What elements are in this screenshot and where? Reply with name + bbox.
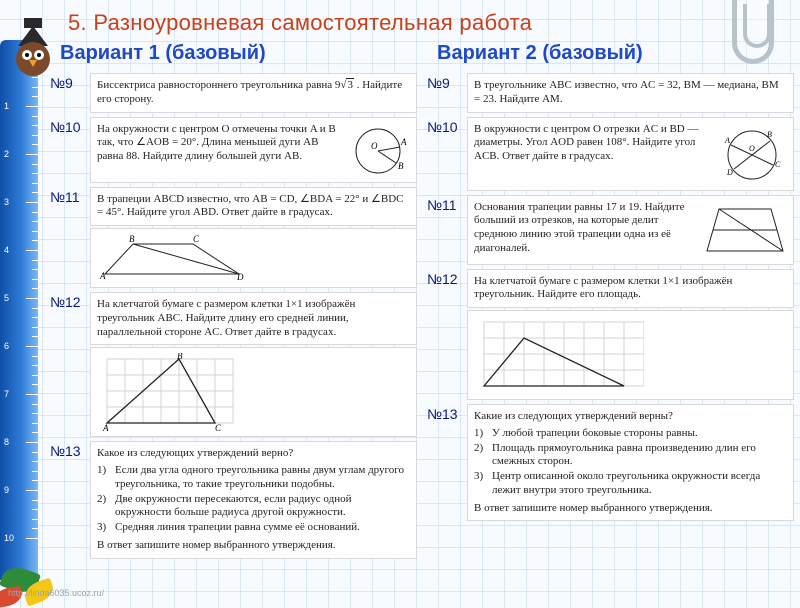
v2-task-11: №11 Основания трапеции равны 17 и 19. На… [427, 195, 794, 265]
v1-trapezoid-fig: A B C D [50, 228, 417, 288]
svg-text:A: A [102, 423, 109, 431]
circle-diameters-diagram: B C A D O [717, 123, 787, 185]
task-text: В треугольнике ABC известно, что AC = 32… [474, 79, 787, 107]
variant-2-title: Вариант 2 (базовый) [427, 42, 794, 69]
v1-task-9: №9 Биссектриса равностороннего треугольн… [50, 73, 417, 113]
task-text: В трапеции ABCD известно, что AB = CD, ∠… [97, 193, 410, 221]
task-question: Какое из следующих утверждений верно? [97, 447, 410, 461]
task-tag: №9 [427, 73, 461, 91]
variant-2-column: Вариант 2 (базовый) №9 В треугольнике AB… [427, 42, 794, 563]
answer-instruction: В ответ запишите номер выбранного утверж… [97, 539, 410, 553]
svg-text:D: D [236, 272, 244, 282]
task-tag: №12 [427, 269, 461, 287]
svg-text:A: A [99, 271, 106, 281]
task-text: Основания трапеции равны 17 и 19. Найдит… [474, 201, 695, 256]
task-question: Какие из следующих утверждений верны? [474, 410, 787, 424]
v1-task-11: №11 В трапеции ABCD известно, что AB = C… [50, 187, 417, 227]
grid-triangle-diagram [474, 316, 644, 394]
svg-text:B: B [398, 161, 404, 171]
svg-text:C: C [193, 234, 200, 244]
page-title: 5. Разноуровневая самостоятельная работа [44, 4, 794, 42]
task-options: 1)У любой трапеции боковые стороны равны… [474, 427, 787, 498]
svg-text:O: O [749, 144, 755, 153]
circle-diagram: O A B [348, 123, 410, 177]
v2-grid-fig [427, 310, 794, 400]
svg-text:B: B [177, 353, 183, 361]
task-text: На клетчатой бумаге с размером клетки 1×… [474, 275, 787, 303]
trapezoid-midline-diagram [701, 201, 787, 259]
answer-instruction: В ответ запишите номер выбранного утверж… [474, 502, 787, 516]
task-options: 1)Если два угла одного треугольника равн… [97, 464, 410, 535]
task-tag: №12 [50, 292, 84, 310]
svg-text:C: C [215, 423, 222, 431]
v1-task-12: №12 На клетчатой бумаге с размером клетк… [50, 292, 417, 345]
source-url: http://linda6035.ucoz.ru/ [8, 588, 104, 598]
svg-text:O: O [371, 141, 378, 151]
variant-1-title: Вариант 1 (базовый) [50, 42, 417, 69]
svg-text:C: C [775, 160, 781, 169]
task-text: Биссектриса равностороннего треугольника… [97, 79, 410, 107]
v2-task-10: №10 В окружности с центром O отрезки AC … [427, 117, 794, 191]
v2-task-9: №9 В треугольнике ABC известно, что AC =… [427, 73, 794, 113]
task-text: На клетчатой бумаге с размером клетки 1×… [97, 298, 410, 339]
task-text: В окружности с центром O отрезки AC и BD… [474, 123, 711, 164]
v1-task-13: №13 Какое из следующих утверждений верно… [50, 441, 417, 558]
svg-text:B: B [129, 234, 135, 244]
task-tag: №9 [50, 73, 84, 91]
svg-text:A: A [400, 137, 407, 147]
v1-grid-fig: A B C [50, 347, 417, 437]
v1-task-10: №10 На окружности с центром O отмечены т… [50, 117, 417, 183]
v2-task-13: №13 Какие из следующих утверждений верны… [427, 404, 794, 521]
task-tag: №10 [427, 117, 461, 135]
task-text: На окружности с центром O отмечены точки… [97, 123, 342, 164]
task-tag: №11 [50, 187, 84, 205]
task-tag: №13 [50, 441, 84, 459]
ruler-decoration: 12345678910 [0, 40, 38, 580]
trapezoid-diagram: A B C D [97, 234, 247, 282]
grid-triangle-diagram: A B C [97, 353, 237, 431]
worksheet-page: 5. Разноуровневая самостоятельная работа… [44, 4, 794, 596]
svg-text:B: B [767, 130, 772, 139]
variant-1-column: Вариант 1 (базовый) №9 Биссектриса равно… [50, 42, 417, 563]
svg-text:A: A [724, 136, 730, 145]
v2-task-12: №12 На клетчатой бумаге с размером клетк… [427, 269, 794, 309]
svg-text:D: D [726, 168, 733, 177]
task-tag: №11 [427, 195, 461, 213]
task-tag: №10 [50, 117, 84, 135]
task-tag: №13 [427, 404, 461, 422]
